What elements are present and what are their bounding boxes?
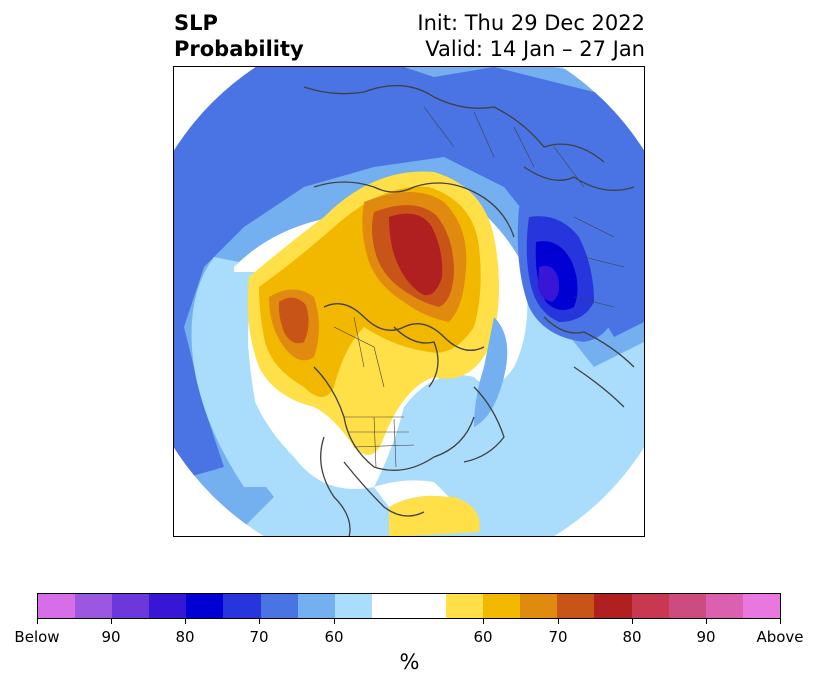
below-60-inner-band — [215, 272, 269, 467]
map-subtitle: Init: Thu 29 Dec 2022 Valid: 14 Jan – 27… — [417, 10, 645, 62]
colorbar-segment-16 — [631, 594, 669, 618]
colorbar-segment-13 — [520, 594, 558, 618]
tick-label-80-above: 80 — [622, 628, 642, 646]
colorbar-segment-9 — [334, 594, 372, 618]
colorbar-segment-12 — [483, 594, 521, 618]
probability-map — [174, 67, 644, 536]
colorbar-unit-label: % — [399, 650, 420, 674]
above-60-south — [389, 495, 480, 536]
tick-mark — [111, 619, 112, 624]
title-line-slp: SLP — [174, 11, 218, 35]
tick-mark — [259, 619, 260, 624]
colorbar-segment-14 — [557, 594, 595, 618]
tick-label-90-below: 90 — [101, 628, 121, 646]
below-90-east — [538, 265, 560, 302]
tick-label-90-above: 90 — [696, 628, 716, 646]
tick-label-70-above: 70 — [548, 628, 568, 646]
colorbar-segment-2 — [75, 594, 113, 618]
tick-label-70-below: 70 — [249, 628, 269, 646]
colorbar-segment-neutral — [371, 594, 447, 618]
valid-range: Valid: 14 Jan – 27 Jan — [425, 37, 645, 61]
tick-mark — [185, 619, 186, 624]
coastlines — [303, 84, 635, 536]
colorbar-ticks: Below 90 80 70 60 60 70 80 90 Above — [0, 628, 819, 648]
colorbar-segment-18 — [705, 594, 743, 618]
colorbar-segment-4 — [149, 594, 187, 618]
tick-mark — [334, 619, 335, 624]
colorbar-segment-5 — [186, 594, 224, 618]
tick-mark — [483, 619, 484, 624]
map-title: SLP Probability — [174, 10, 304, 62]
above-75-west — [278, 297, 309, 344]
colorbar-segment-11 — [446, 594, 484, 618]
tick-label-80-below: 80 — [175, 628, 195, 646]
tick-label-above: Above — [756, 628, 804, 646]
colorbar-segment-7 — [260, 594, 298, 618]
colorbar-segment-1 — [38, 594, 76, 618]
colorbar-segment-15 — [594, 594, 632, 618]
tick-mark — [780, 619, 781, 624]
tick-mark — [706, 619, 707, 624]
title-line-probability: Probability — [174, 37, 304, 61]
borders — [333, 106, 625, 468]
colorbar-segment-8 — [297, 594, 335, 618]
colorbar-segment-19 — [742, 594, 780, 618]
below-75-region — [174, 67, 644, 487]
map-panel — [173, 66, 645, 537]
tick-label-60-above: 60 — [473, 628, 493, 646]
colorbar — [37, 593, 781, 619]
colorbar-segment-17 — [668, 594, 706, 618]
tick-label-60-below: 60 — [324, 628, 344, 646]
below-70-east-band — [474, 317, 508, 427]
tick-mark — [37, 619, 38, 624]
colorbar-segment-3 — [112, 594, 150, 618]
colorbar-segment-6 — [223, 594, 261, 618]
tick-mark — [558, 619, 559, 624]
tick-mark — [632, 619, 633, 624]
neutral-south — [374, 480, 449, 507]
above-80-arctic — [389, 213, 443, 296]
init-date: Init: Thu 29 Dec 2022 — [417, 11, 645, 35]
tick-label-below: Below — [14, 628, 60, 646]
